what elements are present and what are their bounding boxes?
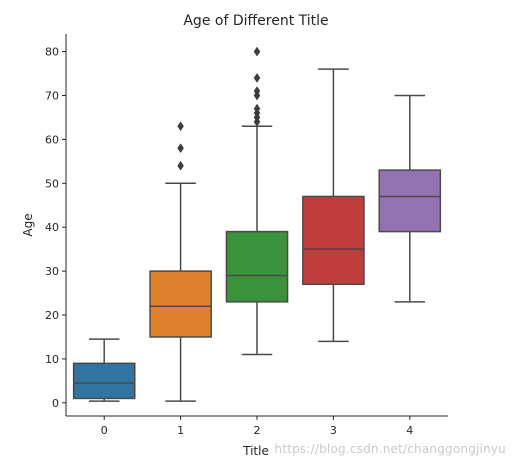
box-category-4 xyxy=(378,94,442,303)
y-tick-label: 80 xyxy=(45,46,59,59)
axes: 0 10 20 30 40 50 60 70 80 0 1 2 3 4 xyxy=(45,34,448,437)
y-axis-label: Age xyxy=(21,213,35,236)
x-tick-label: 1 xyxy=(177,424,184,437)
y-tick-label: 70 xyxy=(45,89,59,102)
outlier-point xyxy=(177,143,184,154)
box-iqr xyxy=(378,169,442,233)
outlier-point xyxy=(253,103,261,114)
x-tick-label: 3 xyxy=(330,424,337,437)
box-iqr xyxy=(225,230,289,303)
outlier-point xyxy=(253,46,261,57)
watermark: https://blog.csdn.net/changgongjinyu xyxy=(274,442,506,456)
y-tick-label: 50 xyxy=(45,177,59,190)
outlier-point xyxy=(253,72,261,83)
box-category-0 xyxy=(72,338,136,402)
x-tick-label: 2 xyxy=(254,424,261,437)
y-tick-label: 40 xyxy=(45,221,59,234)
box-iqr xyxy=(149,270,212,338)
y-tick-label: 30 xyxy=(45,265,59,278)
outlier-point xyxy=(253,86,261,97)
boxes xyxy=(72,46,442,402)
chart-title: Age of Different Title xyxy=(183,13,328,29)
box-category-2 xyxy=(225,46,289,356)
outlier-point xyxy=(177,160,184,171)
outlier-point xyxy=(177,121,184,132)
x-tick-label: 4 xyxy=(406,424,413,437)
box-category-3 xyxy=(302,68,365,343)
y-tick-label: 60 xyxy=(45,133,59,146)
box-iqr xyxy=(302,195,365,286)
y-tick-label: 0 xyxy=(52,397,59,410)
y-tick-label: 10 xyxy=(45,353,59,366)
x-tick-label: 0 xyxy=(101,424,108,437)
box-category-1 xyxy=(149,121,212,402)
box-iqr xyxy=(72,362,136,400)
y-tick-label: 20 xyxy=(45,309,59,322)
x-axis-label: Title xyxy=(242,444,269,458)
